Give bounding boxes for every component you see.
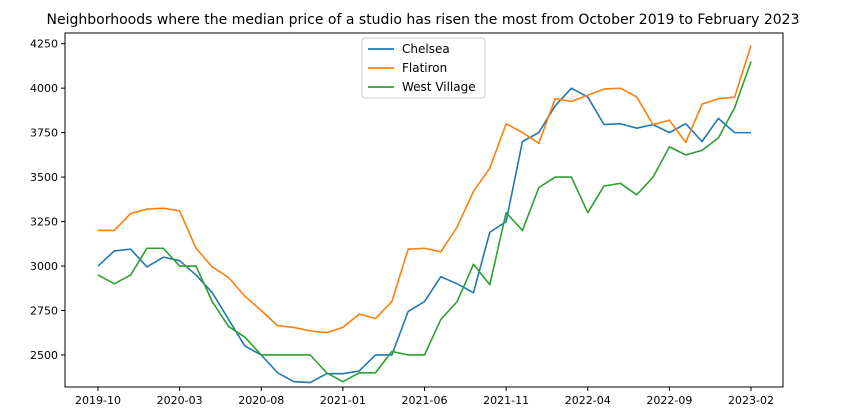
x-tick-label: 2022-09 [646, 394, 692, 407]
y-tick-label: 3750 [30, 127, 58, 140]
legend-label-flatiron: Flatiron [402, 61, 447, 75]
y-tick-label: 3250 [30, 216, 58, 229]
x-tick-label: 2021-01 [320, 394, 366, 407]
legend-box [361, 37, 486, 99]
axis-ticks: 2500 2750 3000 3250 3500 3750 4000 4250 2019-10 2… [30, 38, 774, 407]
series-line-flatiron [98, 45, 752, 334]
series-line-chelsea [97, 87, 751, 384]
x-tick-label: 2020-08 [238, 394, 284, 407]
x-tick-label: 2021-11 [483, 394, 529, 407]
y-tick-label: 2500 [30, 349, 58, 362]
plot-area [97, 45, 752, 384]
x-tick-label: 2023-02 [728, 394, 774, 407]
legend-label-west-village: West Village [402, 80, 476, 94]
x-tick-label: 2020-03 [157, 394, 203, 407]
y-tick-label: 3500 [30, 171, 58, 184]
legend-label-chelsea: Chelsea [402, 42, 450, 56]
x-tick-label: 2022-04 [565, 394, 611, 407]
x-tick-label: 2021-06 [402, 394, 448, 407]
y-tick-label: 2750 [30, 305, 58, 318]
x-tick-label: 2019-10 [75, 394, 121, 407]
legend: Chelsea Flatiron West Village [361, 37, 486, 99]
y-tick-label: 4000 [30, 82, 58, 95]
y-tick-label: 4250 [30, 38, 58, 51]
y-tick-label: 3000 [30, 260, 58, 273]
series-line-west-village [97, 61, 752, 383]
chart-title: Neighborhoods where the median price of … [47, 12, 800, 28]
